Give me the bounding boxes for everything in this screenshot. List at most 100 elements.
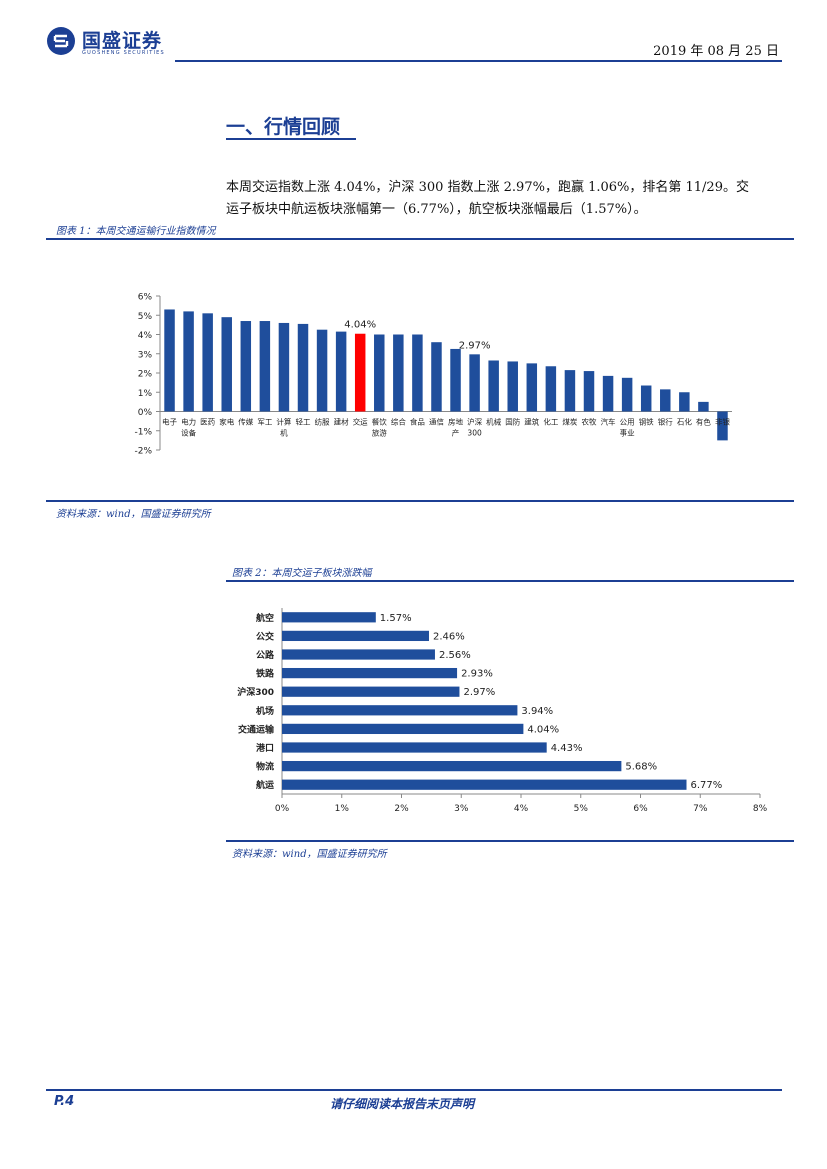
bar (526, 363, 538, 412)
bar (488, 360, 499, 412)
figure1-source: 资料来源：wind，国盛证券研究所 (56, 509, 211, 520)
x-tick-label: 轻工 (296, 417, 311, 427)
bar (282, 649, 435, 660)
y-tick-label: 2% (138, 370, 153, 380)
x-tick-label: 事业 (620, 428, 635, 438)
summary-paragraph-line-2: 运子板块中航运板块涨幅第一（6.77%），航空板块涨幅最后（1.57%）。 (226, 202, 647, 217)
bar (282, 667, 458, 679)
figure1-bottom-rule (46, 500, 794, 502)
x-tick-label: 建筑 (524, 417, 539, 427)
bar (164, 309, 175, 412)
bar (282, 686, 460, 697)
y-tick-label: 5% (138, 312, 153, 322)
x-tick-label: 产 (452, 428, 460, 438)
summary-paragraph-line-1: 本周交运指数上涨 4.04%，沪深 300 指数上涨 2.97%，跑赢 1.06… (226, 180, 749, 195)
x-tick-label: 国防 (505, 417, 520, 427)
bar (354, 333, 366, 412)
y-tick-label: 6% (138, 293, 153, 303)
bar (297, 323, 309, 412)
bar (316, 329, 328, 412)
x-tick-label: 6% (633, 804, 648, 814)
data-label: 4.04% (344, 320, 376, 331)
x-tick-label: 7% (693, 804, 708, 814)
x-tick-label: 300 (467, 429, 482, 438)
x-tick-label: 2% (394, 804, 409, 814)
subsector-change-bar-chart: 0% 1% 2% 3% 4% 5% 6% 7% 8% 航空 1.57% 公交 2.46% 公路 2.56% 铁… (237, 608, 768, 814)
x-tick-label: 房地 (448, 417, 463, 427)
x-tick-label: 钢铁 (639, 417, 654, 427)
x-tick-label: 设备 (181, 428, 196, 438)
y-tick-label: 交通运输 (238, 723, 275, 735)
y-tick-label: 机场 (256, 705, 274, 717)
bar (282, 612, 376, 623)
x-tick-label: 8% (753, 804, 768, 814)
data-label: 5.68% (625, 762, 657, 773)
data-label: 2.97% (463, 687, 495, 698)
x-tick-label: 军工 (257, 418, 272, 427)
y-tick-label: 4% (138, 331, 153, 341)
brand-subname: GUOSHENG SECURITIES (82, 50, 165, 56)
data-label: 4.43% (551, 743, 583, 754)
data-label: 2.56% (439, 650, 471, 661)
bar (660, 389, 671, 412)
y-tick-label: 1% (138, 389, 153, 399)
x-tick-label: 沪深 (467, 417, 482, 427)
y-tick-label: 沪深300 (237, 686, 274, 698)
bar (412, 334, 423, 412)
data-label: 2.46% (433, 631, 465, 642)
x-tick-label: 餐饮 (372, 417, 387, 427)
report-date: 2019 年 08 月 25 日 (653, 44, 779, 59)
bar (259, 321, 271, 412)
y-tick-label: 公交 (256, 630, 274, 642)
bar (282, 705, 518, 716)
x-tick-label: 医药 (200, 417, 215, 427)
y-tick-label: 公路 (256, 649, 275, 661)
page-number: P.4 (54, 1094, 75, 1109)
x-tick-label: 3% (454, 804, 469, 814)
x-tick-label: 交运 (353, 417, 368, 427)
x-tick-label: 电子 (162, 417, 177, 427)
bar (282, 779, 687, 790)
section-title-underline (226, 138, 356, 140)
bar (583, 371, 595, 412)
figure2-source: 资料来源：wind，国盛证券研究所 (232, 849, 387, 860)
y-tick-label: 港口 (256, 742, 274, 754)
x-tick-label: 化工 (543, 417, 558, 427)
brand-logo-icon (47, 27, 75, 55)
x-tick-label: 综合 (391, 417, 406, 427)
bar (202, 313, 213, 412)
y-tick-label: 0% (138, 408, 153, 418)
x-tick-label: 食品 (410, 417, 425, 427)
bar (602, 375, 614, 412)
bar (374, 334, 385, 412)
bar (183, 311, 194, 412)
x-tick-label: 纺服 (315, 417, 330, 427)
y-tick-label: 航空 (256, 612, 274, 624)
bar (335, 331, 347, 412)
industry-index-bar-chart: -2% -1% 0% 1% 2% 3% 4% 5% 6% 电子 电力设备医药 家电 传媒 军工 计算机轻工纺… (134, 293, 732, 457)
footer-divider (46, 1089, 782, 1091)
bar (278, 322, 290, 412)
x-tick-label: 家电 (219, 417, 234, 427)
x-tick-label: 4% (514, 804, 529, 814)
x-tick-label: 煤炭 (562, 417, 577, 427)
x-tick-label: 通信 (429, 417, 444, 427)
data-label: 1.57% (380, 613, 412, 624)
x-tick-label: 有色 (696, 417, 711, 427)
bar (698, 401, 709, 412)
footer-disclaimer: 请仔细阅读本报告末页声明 (330, 1097, 475, 1111)
bar (282, 630, 429, 642)
y-tick-label: -2% (134, 447, 152, 457)
y-tick-label: 铁路 (256, 668, 275, 680)
x-tick-label: 传媒 (238, 417, 253, 427)
data-label: 4.04% (527, 724, 559, 735)
x-tick-label: 机 (280, 428, 288, 438)
data-label: 2.93% (461, 669, 493, 680)
y-tick-label: 3% (138, 350, 153, 360)
bar (469, 354, 480, 412)
figure2-bottom-rule (226, 840, 794, 842)
bar (640, 385, 652, 412)
x-tick-label: 非银 (715, 417, 730, 427)
x-tick-label: 建材 (334, 417, 349, 427)
bar (679, 392, 690, 412)
